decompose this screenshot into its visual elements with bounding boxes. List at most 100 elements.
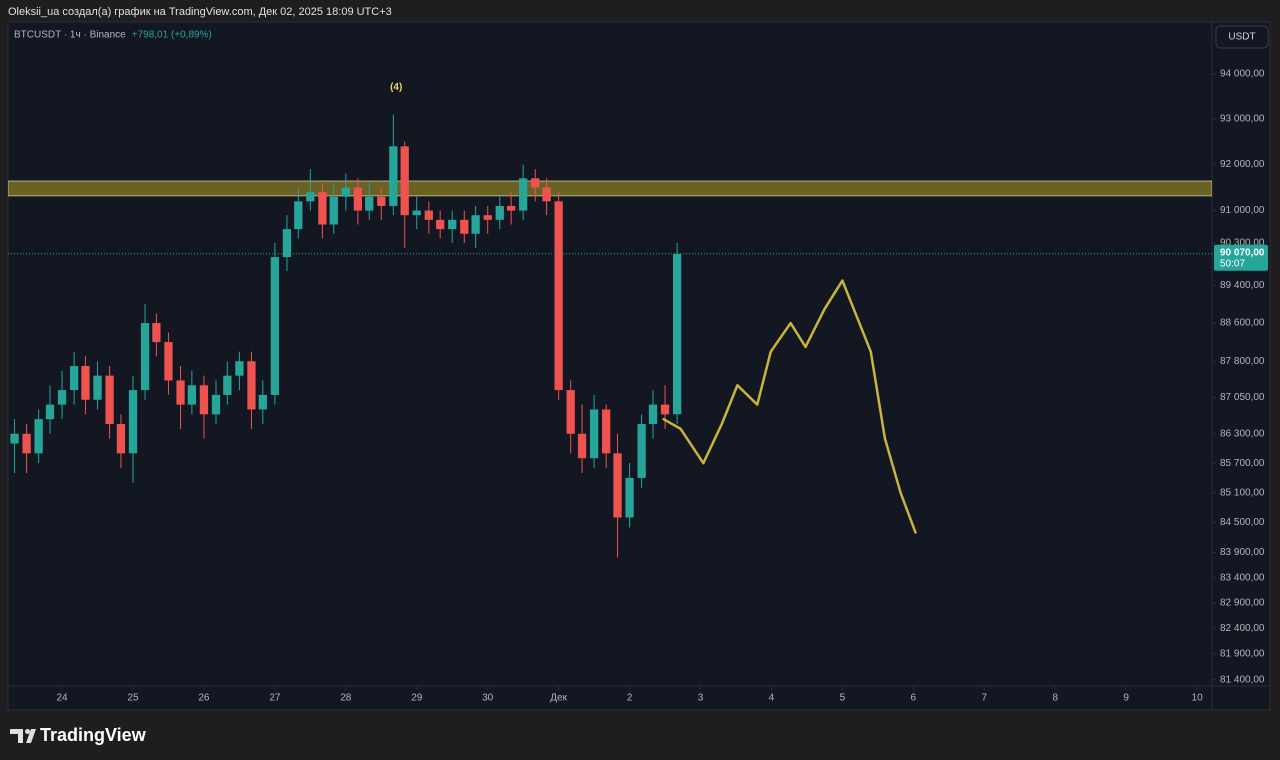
x-tick-label: 28	[340, 693, 352, 704]
candle-body	[258, 394, 267, 410]
symbol-info: BTCUSDT · 1ч · Binance	[14, 30, 126, 41]
y-tick-label: 86 300,00	[1220, 428, 1265, 439]
candle-body	[660, 404, 670, 415]
candle-body	[211, 394, 221, 415]
last-price-box	[1214, 244, 1268, 271]
candle-body	[377, 196, 386, 206]
candle-body	[57, 390, 67, 405]
brand-name: TradingView	[40, 725, 147, 745]
y-tick-label: 81 400,00	[1220, 674, 1265, 685]
candle-body	[270, 257, 280, 395]
candle-body	[389, 146, 398, 206]
currency-button[interactable]	[1215, 25, 1269, 49]
candle-body	[164, 342, 173, 381]
y-tick-label: 90 300,00	[1220, 238, 1265, 249]
x-tick-label: 30	[482, 693, 494, 704]
candle-body	[672, 253, 682, 415]
currency-label: USDT	[1228, 32, 1255, 43]
header-text: Oleksii_ua создал(а) график на TradingVi…	[8, 6, 392, 18]
candle-body	[400, 146, 409, 216]
y-tick-label: 84 500,00	[1220, 517, 1265, 528]
x-tick-label: 2	[627, 693, 633, 704]
wave-label: (4)	[390, 82, 402, 93]
x-tick-label: 3	[698, 693, 704, 704]
x-tick-label: 8	[1052, 693, 1058, 704]
candle-body	[589, 409, 599, 459]
candle-body	[353, 187, 363, 211]
candle-body	[235, 361, 244, 376]
y-tick-label: 83 900,00	[1220, 547, 1265, 558]
candle-body	[602, 409, 611, 454]
candle-body	[495, 205, 504, 220]
candle-body	[10, 433, 19, 444]
candle-body	[152, 323, 161, 343]
candle-body	[128, 390, 138, 454]
candle-body	[223, 375, 232, 395]
resistance-zone	[8, 180, 1212, 197]
candle-body	[247, 361, 256, 410]
y-tick-label: 94 000,00	[1220, 69, 1265, 80]
x-tick-label: 4	[769, 693, 775, 704]
x-tick-label: 10	[1192, 693, 1204, 704]
x-tick-label: 25	[127, 693, 139, 704]
candle-body	[436, 219, 445, 230]
logo-dot	[25, 729, 30, 734]
candle-body	[448, 219, 457, 230]
candle-body	[81, 366, 90, 400]
logo-icon	[10, 729, 36, 743]
y-tick-label: 89 400,00	[1220, 280, 1265, 291]
candle-body	[542, 187, 551, 202]
plot-area: (4)	[8, 82, 1212, 558]
candle-body	[554, 201, 563, 391]
tradingview-logo: TradingView	[10, 725, 147, 745]
y-tick-label: 82 900,00	[1220, 598, 1265, 609]
candle-body	[424, 210, 433, 220]
x-tick-label: 26	[198, 693, 210, 704]
candle-body	[637, 424, 646, 478]
candle-body	[566, 390, 575, 434]
chart-panel	[7, 21, 1271, 711]
y-tick-label: 82 400,00	[1220, 623, 1265, 634]
y-tick-label: 92 000,00	[1220, 159, 1265, 170]
x-tick-label: 9	[1123, 693, 1129, 704]
candle-body	[460, 219, 469, 234]
y-tick-label: 87 050,00	[1220, 392, 1265, 403]
candle-body	[140, 323, 150, 391]
candle-body	[577, 433, 587, 459]
candle-body	[506, 205, 516, 211]
x-tick-label: Дек	[550, 693, 567, 704]
candle-body	[105, 375, 114, 425]
y-tick-label: 87 800,00	[1220, 356, 1265, 367]
candle-body	[531, 178, 540, 188]
candle-body	[483, 215, 492, 220]
candle-body	[294, 201, 303, 230]
candle-body	[116, 424, 126, 454]
candle-body	[199, 385, 209, 415]
candle-body	[648, 404, 658, 425]
candle-body	[625, 477, 634, 518]
x-tick-label: 29	[411, 693, 423, 704]
y-tick-label: 91 000,00	[1220, 205, 1265, 216]
candle-body	[365, 196, 374, 211]
candle-body	[93, 375, 102, 400]
candle-body	[329, 196, 338, 225]
candle-body	[318, 192, 327, 225]
y-tick-label: 85 100,00	[1220, 487, 1265, 498]
candle-body	[341, 187, 350, 197]
y-tick-label: 83 400,00	[1220, 572, 1265, 583]
candle-body	[613, 453, 622, 518]
candle-body	[519, 178, 528, 211]
y-tick-label: 88 600,00	[1220, 318, 1265, 329]
x-tick-label: 5	[840, 693, 846, 704]
candle-body	[282, 229, 292, 258]
candle-body	[22, 433, 31, 454]
candle-body	[471, 215, 480, 234]
y-tick-label: 81 900,00	[1220, 649, 1265, 660]
x-tick-label: 7	[982, 693, 988, 704]
candle-body	[69, 366, 79, 391]
candle-body	[45, 404, 55, 420]
x-tick-label: 27	[269, 693, 281, 704]
x-tick-label: 24	[56, 693, 68, 704]
price-change: +798,01 (+0,89%)	[132, 30, 212, 41]
y-tick-label: 85 700,00	[1220, 458, 1265, 469]
